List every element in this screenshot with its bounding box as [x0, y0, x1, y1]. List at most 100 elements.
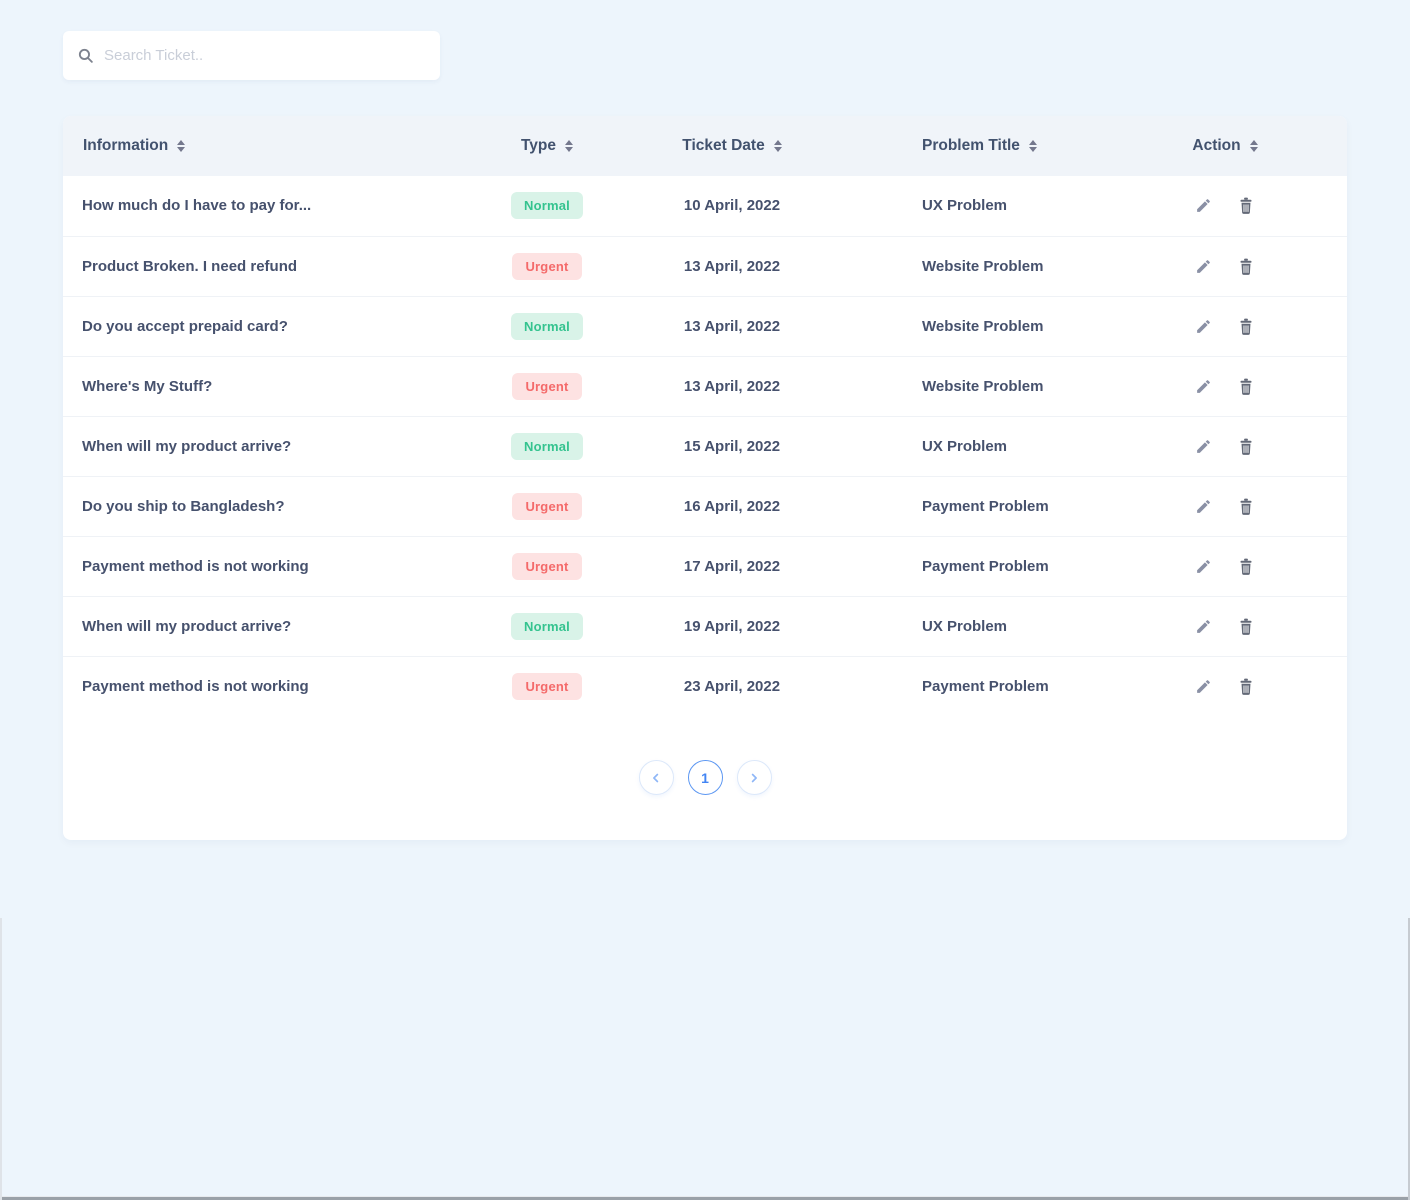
ticket-date: 15 April, 2022 — [683, 437, 781, 455]
delete-icon[interactable] — [1234, 674, 1258, 698]
ticket-information: When will my product arrive? — [82, 617, 292, 635]
ticket-date: 17 April, 2022 — [683, 557, 781, 575]
ticket-type-badge: Normal — [511, 192, 583, 220]
pagination-prev-button[interactable] — [638, 760, 674, 795]
edit-icon[interactable] — [1192, 254, 1216, 278]
column-label: Action — [1192, 137, 1241, 154]
ticket-problem-title: Website Problem — [922, 257, 1044, 275]
sort-icon — [773, 140, 782, 152]
ticket-actions — [1103, 356, 1347, 416]
ticket-information: Product Broken. I need refund — [82, 257, 298, 275]
delete-icon[interactable] — [1234, 254, 1258, 278]
edit-icon[interactable] — [1192, 494, 1216, 518]
ticket-date: 13 April, 2022 — [683, 257, 781, 275]
ticket-problem-title: UX Problem — [922, 617, 1008, 635]
ticket-type-badge: Normal — [511, 312, 583, 340]
ticket-type-cell: Normal — [453, 596, 641, 656]
edit-icon[interactable] — [1192, 614, 1216, 638]
column-label: Ticket Date — [682, 137, 765, 154]
ticket-information: Payment method is not working — [82, 557, 309, 575]
table-row: Payment method is not working Urgent 17 … — [63, 536, 1347, 596]
table-row: Do you accept prepaid card? Normal 13 Ap… — [63, 296, 1347, 356]
window-frame — [0, 918, 1410, 1200]
ticket-actions — [1103, 416, 1347, 476]
table-row: When will my product arrive? Normal 19 A… — [63, 596, 1347, 656]
column-label: Problem Title — [922, 137, 1020, 154]
ticket-information: Do you ship to Bangladesh? — [82, 497, 285, 515]
ticket-information: When will my product arrive? — [82, 437, 292, 455]
ticket-type-badge: Normal — [511, 432, 583, 460]
table-row: Payment method is not working Urgent 23 … — [63, 656, 1347, 716]
ticket-problem-title: Payment Problem — [922, 497, 1049, 515]
ticket-information: Payment method is not working — [82, 677, 309, 695]
page-number: 1 — [701, 769, 709, 786]
ticket-problem-title: UX Problem — [922, 197, 1008, 215]
column-header-problem-title[interactable]: Problem Title — [823, 116, 1103, 176]
edit-icon[interactable] — [1192, 374, 1216, 398]
ticket-actions — [1103, 656, 1347, 716]
ticket-type-cell: Normal — [453, 416, 641, 476]
pagination-page-1-button[interactable]: 1 — [687, 760, 723, 795]
delete-icon[interactable] — [1234, 614, 1258, 638]
table-row: How much do I have to pay for... Normal … — [63, 176, 1347, 236]
chevron-right-icon — [751, 773, 757, 782]
ticket-problem-title: Website Problem — [922, 317, 1044, 335]
column-header-information[interactable]: Information — [63, 116, 453, 176]
ticket-type-cell: Urgent — [453, 356, 641, 416]
search-input[interactable] — [104, 47, 426, 64]
delete-icon[interactable] — [1234, 374, 1258, 398]
column-header-ticket-date[interactable]: Ticket Date — [641, 116, 823, 176]
column-label: Information — [83, 137, 169, 154]
ticket-type-badge: Urgent — [512, 552, 582, 580]
ticket-type-badge: Urgent — [512, 372, 582, 400]
ticket-actions — [1103, 536, 1347, 596]
ticket-type-badge: Urgent — [512, 672, 582, 700]
ticket-information: How much do I have to pay for... — [82, 197, 312, 215]
ticket-type-cell: Normal — [453, 296, 641, 356]
ticket-date: 19 April, 2022 — [683, 617, 781, 635]
ticket-type-cell: Urgent — [453, 656, 641, 716]
ticket-actions — [1103, 176, 1347, 236]
ticket-type-cell: Urgent — [453, 536, 641, 596]
edit-icon[interactable] — [1192, 554, 1216, 578]
table-row: When will my product arrive? Normal 15 A… — [63, 416, 1347, 476]
table-row: Do you ship to Bangladesh? Urgent 16 Apr… — [63, 476, 1347, 536]
ticket-type-badge: Urgent — [512, 492, 582, 520]
ticket-problem-title: Payment Problem — [922, 677, 1049, 695]
column-header-type[interactable]: Type — [453, 116, 641, 176]
delete-icon[interactable] — [1234, 434, 1258, 458]
tickets-table: Information Type Ticket Date Problem Tit… — [63, 116, 1347, 716]
column-header-action[interactable]: Action — [1103, 116, 1347, 176]
sort-icon — [1249, 140, 1258, 152]
ticket-date: 13 April, 2022 — [683, 377, 781, 395]
delete-icon[interactable] — [1234, 314, 1258, 338]
search-icon — [78, 48, 93, 63]
ticket-information: Do you accept prepaid card? — [82, 317, 288, 335]
sort-icon — [565, 140, 574, 152]
delete-icon[interactable] — [1234, 494, 1258, 518]
ticket-type-cell: Urgent — [453, 236, 641, 296]
edit-icon[interactable] — [1192, 314, 1216, 338]
chevron-left-icon — [653, 773, 659, 782]
ticket-problem-title: Payment Problem — [922, 557, 1049, 575]
ticket-problem-title: Website Problem — [922, 377, 1044, 395]
ticket-problem-title: UX Problem — [922, 437, 1008, 455]
delete-icon[interactable] — [1234, 194, 1258, 218]
ticket-date: 13 April, 2022 — [683, 317, 781, 335]
edit-icon[interactable] — [1192, 194, 1216, 218]
delete-icon[interactable] — [1234, 554, 1258, 578]
table-row: Product Broken. I need refund Urgent 13 … — [63, 236, 1347, 296]
table-header-row: Information Type Ticket Date Problem Tit… — [63, 116, 1347, 176]
edit-icon[interactable] — [1192, 674, 1216, 698]
pagination: 1 — [63, 716, 1347, 795]
ticket-type-badge: Urgent — [512, 252, 582, 280]
pagination-next-button[interactable] — [736, 760, 772, 795]
sort-icon — [1028, 140, 1037, 152]
ticket-actions — [1103, 236, 1347, 296]
column-label: Type — [520, 137, 557, 154]
ticket-information: Where's My Stuff? — [82, 377, 213, 395]
ticket-type-cell: Normal — [453, 176, 641, 236]
sort-icon — [177, 140, 186, 152]
edit-icon[interactable] — [1192, 434, 1216, 458]
ticket-actions — [1103, 476, 1347, 536]
